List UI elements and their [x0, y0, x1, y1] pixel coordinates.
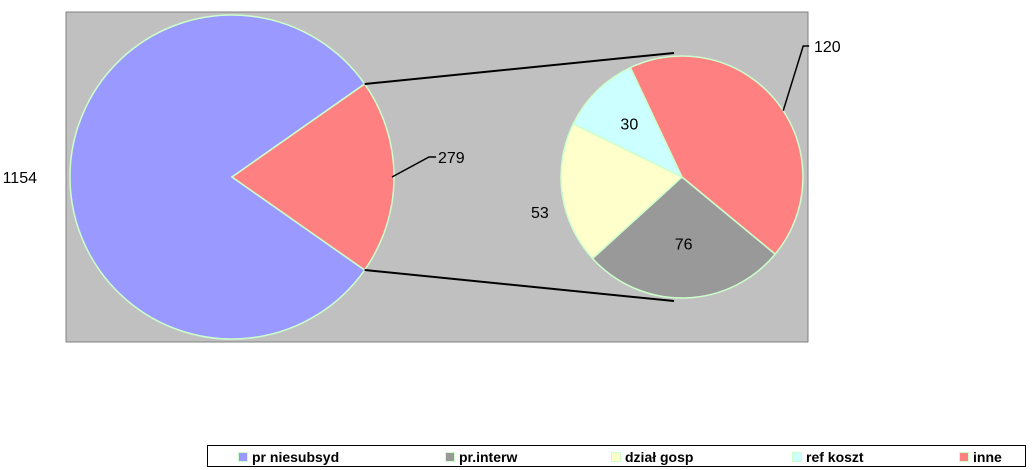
connector-top — [364, 52, 675, 85]
label-ref-koszt: 30 — [620, 117, 638, 134]
legend-swatch — [792, 452, 802, 462]
secondary-pie — [560, 55, 804, 299]
leader-other — [391, 156, 436, 178]
slice-inne — [629, 55, 804, 256]
legend-item-ref-koszt: ref koszt — [792, 449, 864, 465]
primary-pie — [69, 14, 395, 340]
legend-label: pr niesubsyd — [252, 449, 340, 465]
connector-lines — [364, 52, 675, 302]
legend-item-pr-interw: pr.interw — [445, 449, 517, 465]
legend-item-inne: inne — [959, 449, 1002, 465]
legend-swatch — [445, 452, 455, 462]
legend-swatch — [238, 452, 248, 462]
legend-label: dział gosp — [625, 449, 694, 465]
legend-item-pr-niesubsyd: pr niesubsyd — [238, 449, 339, 465]
legend-swatch — [959, 452, 969, 462]
slice-dzia-gosp — [560, 122, 684, 260]
legend-label: pr.interw — [459, 449, 518, 465]
label-other: 279 — [438, 150, 465, 167]
slice-ref-koszt — [572, 66, 684, 179]
legend: pr niesubsyd pr.interw dział gosp ref koszt… — [207, 445, 1026, 467]
label-inne: 120 — [814, 39, 841, 56]
slice-pr-niesubsyd — [69, 14, 366, 340]
connector-bottom — [364, 269, 675, 302]
legend-swatch — [611, 452, 621, 462]
label-dzia-gosp: 53 — [531, 205, 549, 222]
leader-inne — [782, 45, 810, 111]
legend-item-dzia-gosp: dział gosp — [611, 449, 693, 465]
slice-other — [230, 82, 395, 272]
label-pr-niesubsyd: 1154 — [3, 170, 38, 187]
data-labels: 1154 279 76 53 30 120 — [3, 39, 841, 254]
legend-label: inne — [973, 449, 1002, 465]
slice-pr-interw — [591, 176, 777, 299]
legend-label: ref koszt — [806, 449, 864, 465]
label-pr-interw: 76 — [675, 237, 693, 254]
